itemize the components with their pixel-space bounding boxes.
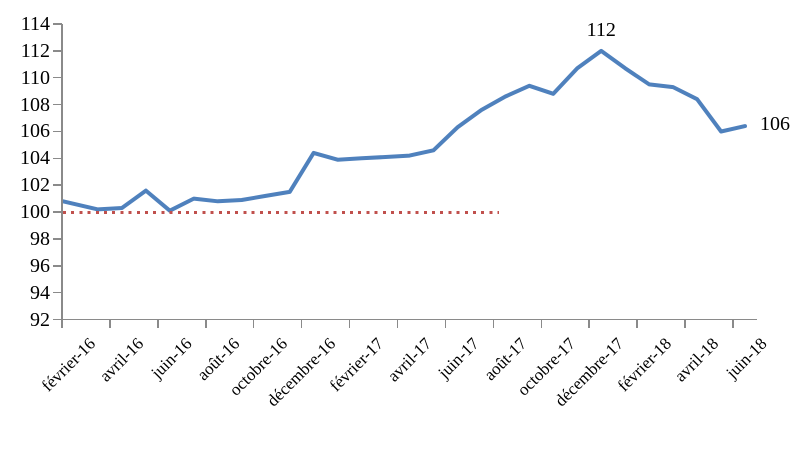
x-axis-tick (348, 319, 351, 328)
data-label-112: 112 (586, 18, 616, 41)
y-axis-tick (53, 318, 62, 321)
y-axis-tick-label: 102 (20, 174, 50, 197)
y-axis-tick (53, 291, 62, 294)
x-axis-tick (252, 319, 255, 328)
x-axis-tick-label: février-16 (38, 334, 100, 396)
x-axis-tick (540, 319, 543, 328)
y-axis-tick-label: 100 (20, 201, 50, 224)
x-axis-tick-label: juin-18 (722, 334, 771, 383)
x-axis-tick (492, 319, 495, 328)
x-axis-tick (636, 319, 638, 328)
x-axis-tick-label: juin-17 (434, 334, 483, 383)
x-axis-tick (684, 319, 686, 328)
y-axis-tick-label: 110 (20, 66, 50, 89)
x-axis-tick-label: avril-17 (383, 334, 435, 386)
x-axis-tick (732, 319, 734, 328)
y-axis-tick-label: 104 (20, 147, 50, 170)
y-axis-tick (53, 50, 62, 52)
y-axis-tick-label: 96 (30, 254, 50, 277)
x-axis-tick (300, 319, 303, 328)
data-label-106: 106 (760, 113, 791, 136)
y-axis-tick-label: 108 (20, 93, 50, 116)
x-axis-tick (588, 319, 590, 328)
x-axis-tick (109, 319, 111, 328)
y-axis-tick (53, 211, 62, 213)
y-axis-tick (53, 238, 62, 240)
y-axis-tick-label: 92 (30, 308, 50, 331)
x-axis-tick (205, 319, 207, 328)
x-axis-tick-label: avril-18 (671, 334, 723, 386)
x-axis-tick (396, 319, 399, 328)
reference-line (63, 210, 500, 214)
y-axis-tick (53, 157, 62, 160)
y-axis-tick (53, 103, 62, 106)
y-axis-tick (53, 265, 62, 267)
y-axis-line (61, 24, 63, 321)
y-axis-tick (53, 76, 62, 79)
x-axis-tick (157, 319, 159, 328)
x-axis-line (60, 318, 757, 321)
x-axis-tick-label: juin-16 (147, 334, 196, 383)
index-series-line (61, 48, 747, 213)
y-axis-tick-label: 112 (20, 39, 50, 62)
x-axis-tick (444, 319, 447, 328)
y-axis-tick-label: 98 (30, 227, 50, 250)
x-axis-tick (61, 319, 63, 328)
y-axis-tick-label: 106 (20, 120, 50, 143)
y-axis-tick (53, 23, 62, 25)
y-axis-tick-label: 114 (20, 13, 50, 35)
y-axis-tick-label: 94 (30, 281, 50, 304)
y-axis-tick (53, 184, 62, 186)
x-axis-tick-label: avril-16 (95, 334, 148, 386)
y-axis-tick (53, 130, 62, 133)
